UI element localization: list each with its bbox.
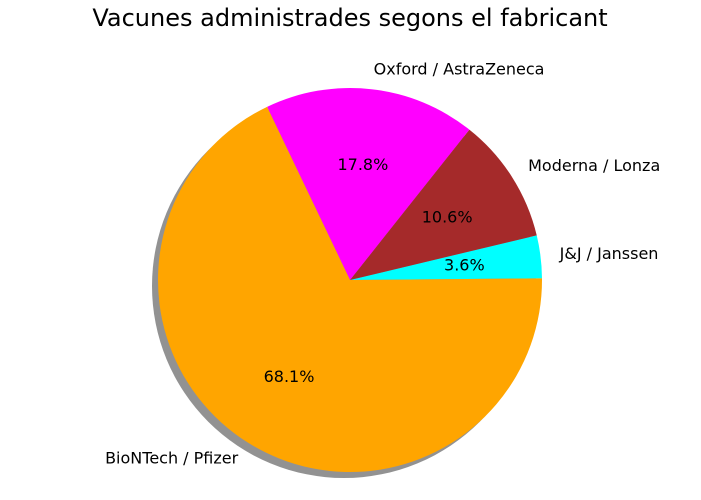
pie-slice-j-j-janssen — [350, 235, 542, 280]
pie-slice-biontech-pfizer — [157, 106, 542, 472]
pie-slice-oxford-astrazeneca — [267, 88, 470, 280]
chart-title: Vacunes administrades segons el fabrican… — [92, 4, 607, 32]
slice-percent-j-j-janssen: 3.6% — [444, 256, 485, 275]
slice-percent-moderna-lonza: 10.6% — [422, 208, 473, 227]
slice-label-biontech-pfizer: BioNTech / Pfizer — [105, 449, 239, 468]
pie-slices — [157, 88, 542, 472]
slice-percent-biontech-pfizer: 68.1% — [264, 367, 315, 386]
pie-slice-moderna-lonza — [350, 129, 537, 280]
pie-labels: J&J / Janssen 3.6% Moderna / Lonza 10.6% Oxf… — [105, 60, 660, 468]
slice-label-oxford-astrazeneca: Oxford / AstraZeneca — [374, 60, 545, 79]
slice-label-moderna-lonza: Moderna / Lonza — [528, 156, 660, 175]
slice-percent-oxford-astrazeneca: 17.8% — [337, 155, 388, 174]
slice-label-j-j-janssen: J&J / Janssen — [559, 244, 659, 263]
